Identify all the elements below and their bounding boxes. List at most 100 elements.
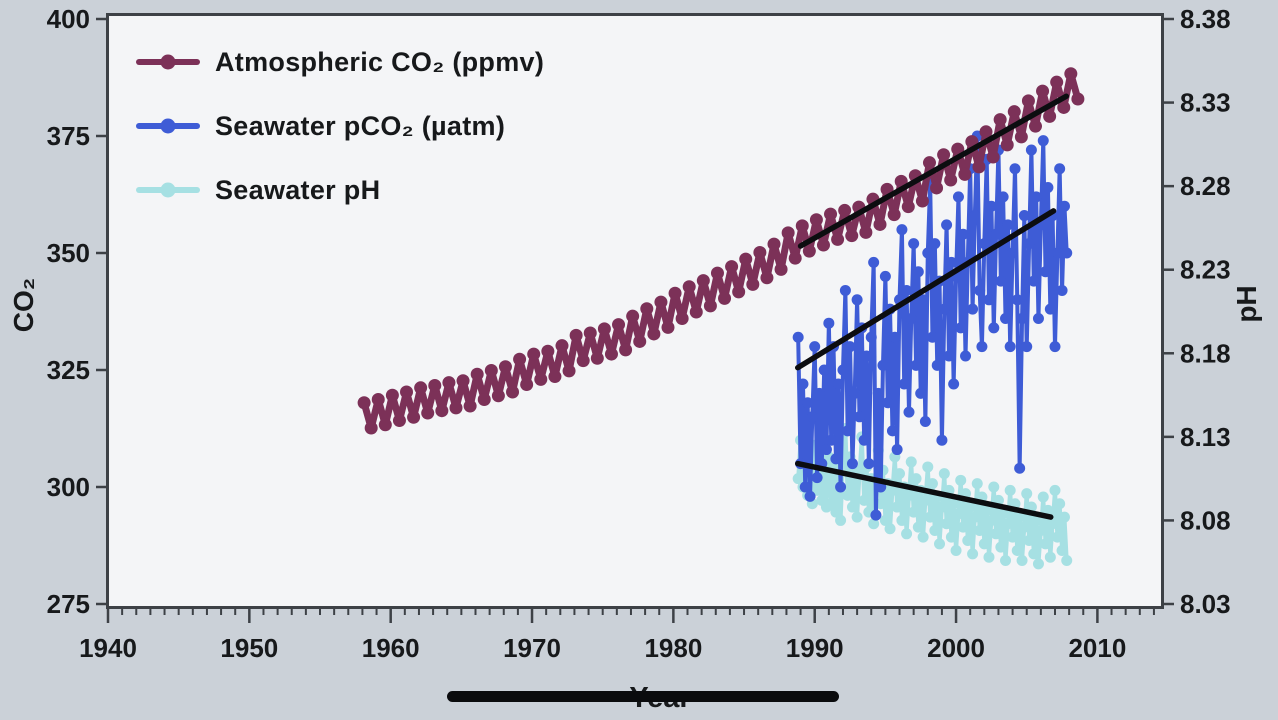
series-atmospheric-co2-point: [781, 226, 795, 240]
series-seawater-pco2-point: [905, 313, 917, 325]
series-seawater-pco2-point: [811, 472, 823, 484]
y-right-tick-label: 8.03: [1180, 589, 1231, 619]
series-seawater-pco2-point: [995, 275, 1007, 287]
series-seawater-pco2-point: [936, 434, 948, 446]
series-seawater-pco2-point: [1049, 341, 1061, 353]
series-atmospheric-co2-point: [640, 302, 654, 316]
series-seawater-pco2-point: [990, 228, 1002, 240]
series-seawater-ph-point: [1035, 524, 1047, 536]
legend-marker-seawater-ph-icon: [136, 182, 200, 198]
series-seawater-ph-point: [886, 484, 898, 496]
series-seawater-ph-point: [1023, 534, 1035, 546]
series-seawater-pco2-point: [938, 303, 950, 315]
series-seawater-pco2-point: [1030, 191, 1042, 203]
series-atmospheric-co2-point: [1014, 130, 1028, 144]
series-seawater-pco2-point: [844, 341, 856, 353]
series-atmospheric-co2-point: [795, 219, 809, 233]
series-seawater-ph-point: [851, 511, 863, 523]
y-right-tick-label: 8.38: [1180, 4, 1231, 34]
legend-item-atmospheric-co2: Atmospheric CO₂ (ppmv): [136, 30, 544, 94]
series-seawater-ph-point: [1007, 531, 1019, 543]
series-seawater-ph-point: [825, 498, 837, 510]
series-atmospheric-co2-point: [1036, 84, 1050, 98]
series-seawater-ph-point: [995, 541, 1007, 553]
series-seawater-ph-point: [985, 514, 997, 526]
series-atmospheric-co2-point: [619, 343, 633, 357]
series-seawater-pco2-point: [943, 350, 955, 362]
y-left-tick-label: 350: [47, 238, 90, 268]
series-seawater-ph-point: [905, 456, 917, 468]
y-left-tick-label: 275: [47, 589, 90, 619]
series-seawater-ph-point: [919, 494, 931, 506]
series-seawater-pco2-point: [1000, 313, 1012, 325]
series-atmospheric-co2-point: [739, 252, 753, 266]
series-atmospheric-co2-point: [364, 421, 378, 435]
series-atmospheric-co2-point: [809, 213, 823, 227]
series-seawater-pco2-point: [910, 359, 922, 371]
series-atmospheric-co2-point: [378, 418, 392, 432]
series-seawater-pco2-point: [837, 364, 849, 376]
series-atmospheric-co2-point: [449, 401, 463, 415]
series-seawater-ph-point: [952, 508, 964, 520]
series-atmospheric-co2-point: [442, 376, 456, 390]
series-seawater-ph-point: [1049, 484, 1061, 496]
series-seawater-ph-point: [978, 538, 990, 550]
series-seawater-pco2-point: [1061, 247, 1073, 259]
series-atmospheric-co2-point: [788, 251, 802, 265]
series-seawater-ph-point: [1028, 548, 1040, 560]
legend-marker-atmospheric-co2-icon: [136, 54, 200, 70]
series-atmospheric-co2-point: [901, 200, 915, 214]
series-seawater-pco2-point: [820, 444, 832, 456]
series-atmospheric-co2-point: [626, 309, 640, 323]
series-seawater-pco2-point: [917, 294, 929, 306]
series-atmospheric-co2-point: [633, 334, 647, 348]
series-seawater-ph-point: [938, 468, 950, 480]
series-seawater-pco2-point: [1051, 247, 1063, 259]
series-atmospheric-co2-point: [484, 363, 498, 377]
series-seawater-ph-point: [1016, 555, 1028, 567]
x-tick-label: 2010: [1068, 633, 1126, 663]
y-left-tick-label: 400: [47, 4, 90, 34]
series-atmospheric-co2-point: [703, 299, 717, 313]
x-tick-label: 1940: [79, 633, 137, 663]
series-atmospheric-co2-point: [477, 392, 491, 406]
y-axis-label-right: pH: [1231, 285, 1262, 323]
series-atmospheric-co2-point: [689, 305, 703, 319]
series-seawater-pco2-point: [835, 481, 847, 493]
series-seawater-ph-point: [990, 528, 1002, 540]
y-left-tick-label: 325: [47, 355, 90, 385]
series-seawater-pco2-point: [886, 425, 898, 437]
series-atmospheric-co2-point: [400, 385, 414, 399]
series-atmospheric-co2-point: [937, 148, 951, 162]
series-seawater-ph-point: [1011, 545, 1023, 557]
series-atmospheric-co2-point: [534, 372, 548, 386]
series-atmospheric-co2-point: [583, 326, 597, 340]
series-seawater-pco2-point: [797, 378, 809, 390]
series-atmospheric-co2-point: [513, 352, 527, 366]
series-atmospheric-co2-point: [385, 388, 399, 402]
series-seawater-pco2-point: [839, 284, 851, 296]
series-seawater-ph-point: [1051, 531, 1063, 543]
series-seawater-pco2-point: [960, 350, 972, 362]
series-seawater-ph-point: [1061, 555, 1073, 567]
legend-label-atmospheric-co2: Atmospheric CO₂ (ppmv): [215, 46, 545, 77]
series-seawater-ph-point: [879, 514, 891, 526]
series-atmospheric-co2-point: [1021, 94, 1035, 108]
series-seawater-ph-point: [971, 478, 983, 490]
series-atmospheric-co2-point: [760, 271, 774, 285]
series-seawater-ph-point: [962, 534, 974, 546]
x-tick-label: 1950: [220, 633, 278, 663]
series-seawater-ph-point: [929, 524, 941, 536]
series-seawater-pco2-point: [804, 490, 816, 502]
series-seawater-ph-point: [936, 501, 948, 513]
series-seawater-ph-point: [997, 508, 1009, 520]
series-seawater-ph-point: [846, 501, 858, 513]
series-atmospheric-co2-point: [816, 238, 830, 252]
series-seawater-pco2-point: [1032, 313, 1044, 325]
series-seawater-pco2-point: [931, 359, 943, 371]
series-atmospheric-co2-point: [887, 208, 901, 222]
series-seawater-pco2-point: [1040, 266, 1052, 278]
series-seawater-ph-point: [1000, 555, 1012, 567]
x-tick-label: 1980: [644, 633, 702, 663]
series-atmospheric-co2-point: [654, 295, 668, 309]
